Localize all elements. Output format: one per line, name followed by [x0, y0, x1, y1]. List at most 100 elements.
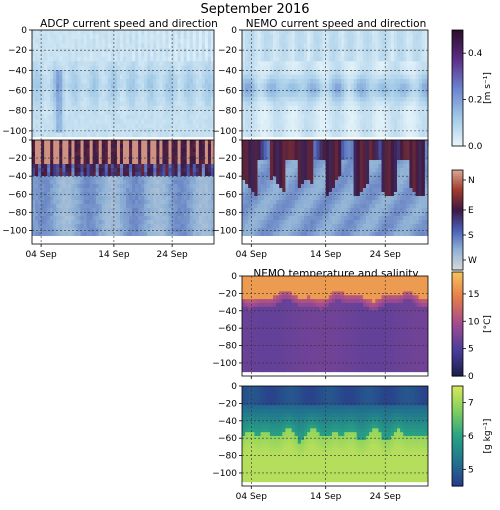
heatmap-cell [159, 74, 164, 80]
heatmap-cell [366, 65, 370, 71]
heatmap-cell [77, 188, 82, 193]
heatmap-cell [174, 180, 179, 185]
heatmap-cell [141, 168, 145, 173]
heatmap-cell [189, 176, 194, 181]
heatmap-cell [393, 38, 398, 44]
heatmap-cell [207, 232, 212, 237]
heatmap-cell [207, 132, 212, 138]
heatmap-cell [83, 216, 88, 221]
heatmap-cell [245, 152, 249, 157]
heatmap-cell [251, 43, 255, 49]
heatmap-cell [80, 200, 85, 205]
heatmap-cell [153, 148, 157, 153]
heatmap-cell [135, 148, 139, 153]
heatmap-cell [291, 65, 296, 71]
heatmap-cell [174, 30, 179, 36]
heatmap-cell [192, 88, 197, 94]
heatmap-cell [251, 200, 255, 205]
heatmap-cell [177, 65, 182, 71]
heatmap-cell [59, 220, 63, 225]
heatmap-cell [156, 236, 160, 241]
heatmap-cell [406, 92, 410, 98]
heatmap-cell [156, 204, 160, 209]
heatmap-cell [369, 79, 373, 85]
heatmap-cell [350, 123, 355, 129]
heatmap-cell [95, 168, 100, 173]
heatmap-cell [47, 101, 51, 107]
heatmap-cell [189, 123, 194, 129]
heatmap-cell [251, 88, 255, 94]
heatmap-cell [74, 132, 79, 138]
heatmap-cell [418, 43, 423, 49]
heatmap-cell [276, 79, 280, 85]
heatmap-cell [80, 38, 85, 44]
heatmap-cell [47, 160, 51, 165]
heatmap-cell [183, 96, 188, 102]
heatmap-cell [62, 43, 66, 49]
heatmap-cell [32, 240, 36, 244]
heatmap-cell [53, 236, 57, 241]
heatmap-cell [74, 232, 79, 237]
heatmap-cell [98, 43, 103, 49]
heatmap-cell [116, 152, 121, 157]
heatmap-cell [189, 212, 194, 217]
heatmap-cell [123, 52, 127, 58]
heatmap-cell [165, 88, 170, 94]
heatmap-cell [35, 208, 39, 213]
heatmap-cell [74, 52, 79, 58]
heatmap-cell [204, 224, 209, 229]
heatmap-cell [242, 61, 246, 67]
heatmap-cell [180, 38, 185, 44]
heatmap-cell [159, 180, 164, 185]
heatmap-cell [186, 30, 191, 36]
heatmap-cell [59, 204, 63, 209]
heatmap-cell [381, 119, 386, 125]
heatmap-cell [366, 70, 370, 76]
heatmap-cell [129, 56, 133, 62]
heatmap-cell [254, 38, 259, 44]
heatmap-cell [77, 74, 82, 80]
heatmap-cell [390, 65, 395, 71]
heatmap-cell [177, 52, 182, 58]
heatmap-cell [53, 148, 57, 153]
heatmap-cell [165, 152, 170, 157]
heatmap-cell [38, 52, 42, 58]
heatmap-cell [119, 176, 124, 181]
heatmap-cell [147, 123, 151, 129]
heatmap-cell [210, 232, 214, 237]
heatmap-cell [331, 83, 336, 89]
heatmap-cell [86, 34, 91, 40]
heatmap-cell [260, 92, 265, 98]
heatmap-cell [119, 188, 124, 193]
heatmap-cell [260, 224, 265, 229]
heatmap-cell [86, 92, 91, 98]
heatmap-cell [159, 96, 164, 102]
heatmap-cell [195, 204, 200, 209]
heatmap-cell [341, 114, 345, 120]
heatmap-cell [77, 140, 82, 145]
heatmap-cell [56, 34, 60, 40]
heatmap-cell [116, 156, 121, 161]
heatmap-cell [263, 88, 268, 94]
heatmap-cell [150, 176, 154, 181]
heatmap-cell [189, 200, 194, 205]
heatmap-cell [65, 172, 69, 177]
heatmap-cell [89, 83, 94, 89]
heatmap-cell [195, 43, 200, 49]
heatmap-cell [59, 38, 63, 44]
heatmap-cell [50, 52, 54, 58]
heatmap-cell [347, 74, 352, 80]
heatmap-cell [119, 56, 124, 62]
heatmap-cell [319, 74, 324, 80]
heatmap-cell [192, 148, 197, 153]
heatmap-cell [387, 47, 392, 53]
heatmap-cell [83, 236, 88, 241]
heatmap-cell [174, 65, 179, 71]
heatmap-cell [135, 132, 139, 138]
heatmap-cell [353, 96, 358, 102]
heatmap-cell [144, 74, 148, 80]
heatmap-cell [279, 96, 283, 102]
heatmap-cell [300, 92, 305, 98]
heatmap-cell [110, 110, 115, 116]
heatmap-cell [276, 132, 280, 138]
